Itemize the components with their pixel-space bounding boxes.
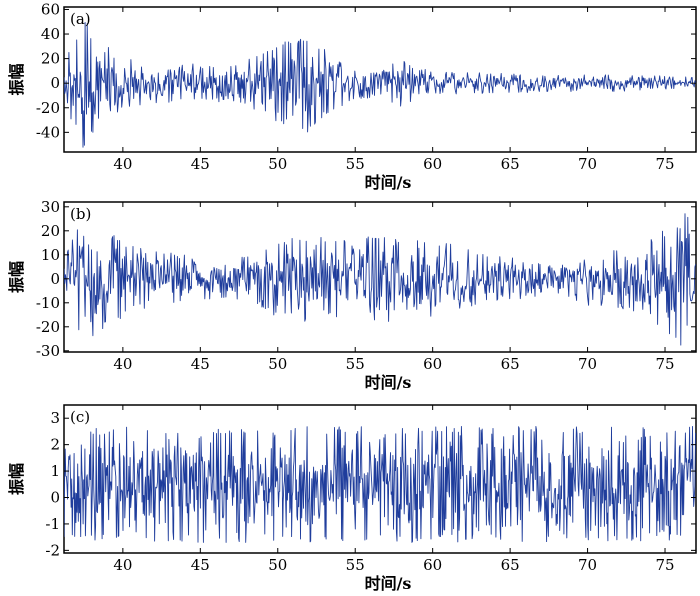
x-axis-label: 时间/s [365,373,412,392]
x-axis-label: 时间/s [365,173,412,192]
y-tick-label: 20 [41,50,60,68]
tick-layer: 40 45 50 55 60 65 70 75 -2 -1 0 1 2 3 [45,405,696,574]
x-tick-label: 45 [191,355,210,373]
plot-frame [63,404,697,554]
series-0-line [64,22,696,148]
y-tick-label: 20 [41,222,60,240]
x-tick-label: 55 [346,556,365,574]
x-tick-label: 45 [191,556,210,574]
x-tick-label: 40 [113,556,132,574]
panel-label: (a) [70,10,91,28]
y-tick-label: -20 [36,318,60,336]
y-tick-label: 0 [50,270,60,288]
y-tick-label: 30 [41,198,60,216]
x-tick-label: 40 [113,155,132,173]
y-axis-label: 振幅 [7,63,26,95]
x-axis-label: 时间/s [365,574,412,593]
x-tick-label: 55 [346,155,365,173]
panel-label: (b) [70,205,91,223]
tick-layer: 40 45 50 55 60 65 70 75 -40 -20 0 20 40 60 [36,0,696,173]
x-tick-label: 40 [113,355,132,373]
y-tick-label: 40 [41,25,60,43]
y-tick-label: 1 [50,462,60,480]
trace-layer [64,425,696,543]
y-axis-label: 振幅 [7,261,26,293]
y-tick-label: -20 [36,99,60,117]
x-tick-label: 55 [346,355,365,373]
x-tick-label: 75 [655,556,674,574]
y-tick-label: -2 [45,541,60,559]
y-tick-label: -10 [36,294,60,312]
x-tick-label: 65 [501,556,520,574]
x-tick-label: 75 [655,155,674,173]
y-tick-label: 3 [50,409,60,427]
x-tick-label: 50 [268,355,287,373]
x-tick-label: 70 [578,355,597,373]
tick-layer: 40 45 50 55 60 65 70 75 -30 -20 -10 0 10 20 30 [36,198,696,373]
series-0-line [64,213,696,346]
x-tick-label: 65 [501,155,520,173]
y-tick-label: -1 [45,515,60,533]
y-axis-label: 振幅 [7,463,26,495]
y-tick-label: 60 [41,0,60,18]
y-tick-label: -40 [36,123,60,141]
y-tick-label: 0 [50,489,60,507]
x-tick-label: 60 [423,355,442,373]
panel-a: 40 45 50 55 60 65 70 75 -40 -20 0 20 40 60 (a) 振幅 时间/… [7,0,697,192]
y-tick-label: 2 [50,436,60,454]
y-tick-label: 10 [41,246,60,264]
y-tick-label: 0 [50,74,60,92]
trace-layer [64,213,696,346]
panel-c: 40 45 50 55 60 65 70 75 -2 -1 0 1 2 3 (c) 振幅 时间/s [7,404,697,593]
series-0-line [64,425,696,543]
y-tick-label: -30 [36,342,60,360]
x-tick-label: 60 [423,155,442,173]
x-tick-label: 75 [655,355,674,373]
x-tick-label: 50 [268,155,287,173]
x-tick-label: 70 [578,155,597,173]
panel-label: (c) [70,408,90,426]
trace-layer [64,22,696,148]
x-tick-label: 45 [191,155,210,173]
x-tick-label: 50 [268,556,287,574]
x-tick-label: 65 [501,355,520,373]
x-tick-label: 70 [578,556,597,574]
x-tick-label: 60 [423,556,442,574]
